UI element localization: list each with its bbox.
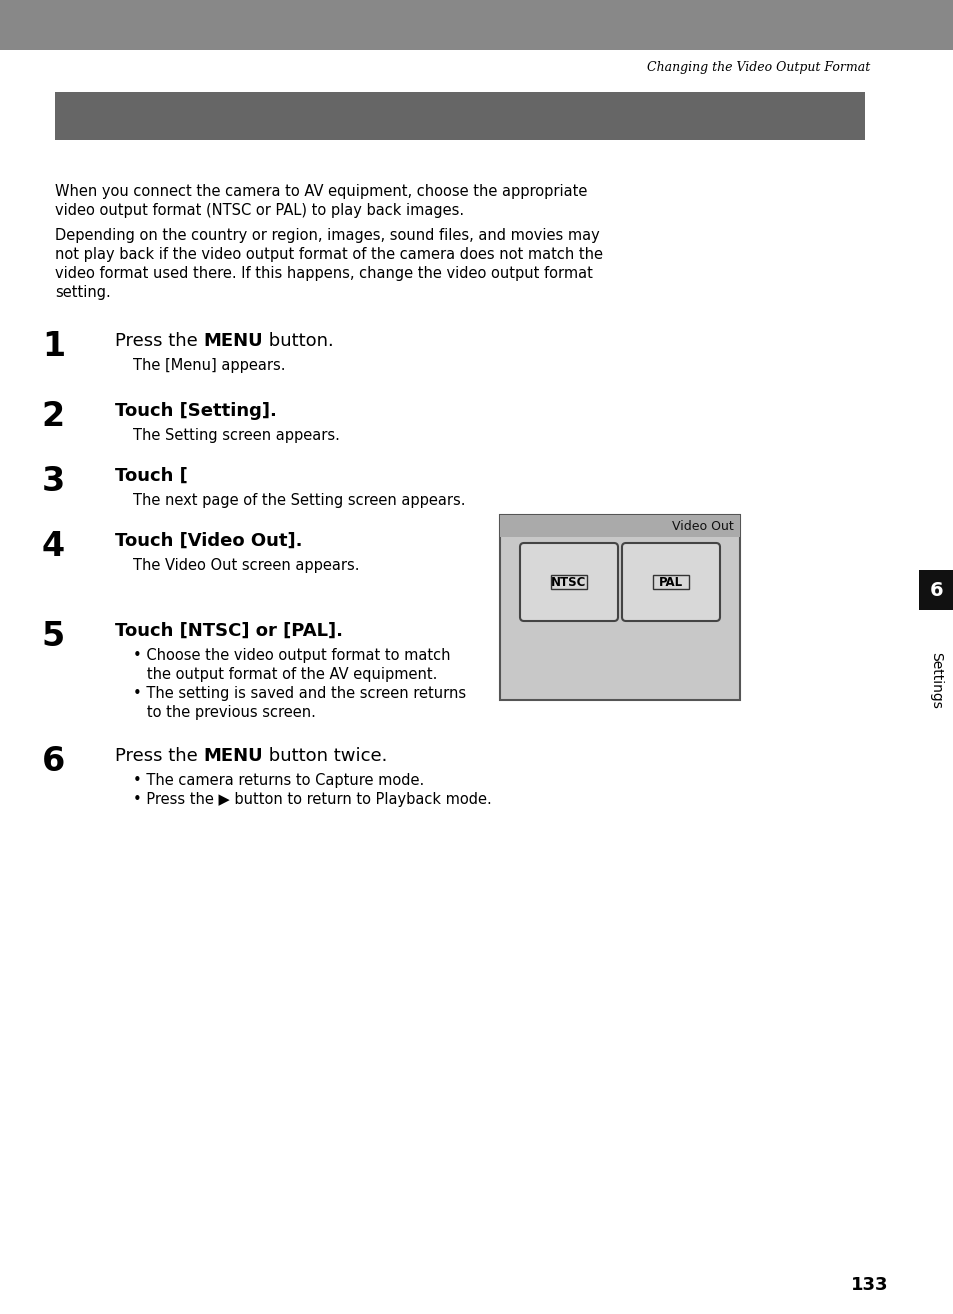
Text: Touch [NTSC] or [PAL].: Touch [NTSC] or [PAL]. — [115, 622, 343, 640]
Text: Changing the Video Output Format: Changing the Video Output Format — [646, 62, 869, 75]
Text: 3: 3 — [42, 465, 65, 498]
Text: • Choose the video output format to match: • Choose the video output format to matc… — [132, 648, 450, 664]
Text: 6: 6 — [42, 745, 65, 778]
Text: When you connect the camera to AV equipment, choose the appropriate: When you connect the camera to AV equipm… — [55, 184, 587, 198]
Text: button.: button. — [263, 332, 334, 350]
Text: setting.: setting. — [55, 285, 111, 300]
Text: NTSC: NTSC — [551, 576, 586, 589]
Text: MENU: MENU — [203, 332, 263, 350]
Text: Press the: Press the — [115, 746, 203, 765]
Bar — [499, 515, 740, 537]
Bar — [55, 92, 864, 141]
Text: 2: 2 — [42, 399, 65, 434]
Text: 5: 5 — [42, 620, 65, 653]
Text: Touch [Setting].: Touch [Setting]. — [115, 402, 276, 420]
Text: PAL: PAL — [659, 576, 682, 589]
FancyBboxPatch shape — [519, 543, 618, 622]
Text: video format used there. If this happens, change the video output format: video format used there. If this happens… — [55, 265, 592, 281]
Text: 133: 133 — [850, 1276, 888, 1294]
Text: button twice.: button twice. — [263, 746, 387, 765]
Text: video output format (NTSC or PAL) to play back images.: video output format (NTSC or PAL) to pla… — [55, 202, 464, 218]
Text: Touch [Video Out].: Touch [Video Out]. — [115, 532, 302, 551]
Bar — [551, 576, 586, 589]
Text: • The camera returns to Capture mode.: • The camera returns to Capture mode. — [132, 773, 424, 788]
Text: 6: 6 — [929, 581, 943, 599]
Text: to the previous screen.: to the previous screen. — [132, 706, 315, 720]
Text: The Setting screen appears.: The Setting screen appears. — [132, 428, 339, 443]
Text: MENU: MENU — [203, 746, 263, 765]
Bar — [499, 515, 740, 700]
Bar — [918, 570, 953, 610]
Text: 1: 1 — [42, 330, 65, 363]
Text: The [Menu] appears.: The [Menu] appears. — [132, 357, 285, 373]
Text: not play back if the video output format of the camera does not match the: not play back if the video output format… — [55, 247, 602, 261]
Text: Depending on the country or region, images, sound files, and movies may: Depending on the country or region, imag… — [55, 229, 599, 243]
Text: the output format of the AV equipment.: the output format of the AV equipment. — [132, 668, 436, 682]
Bar — [0, 0, 953, 50]
Text: The next page of the Setting screen appears.: The next page of the Setting screen appe… — [132, 493, 465, 509]
Text: Changing the Video Output Format: Changing the Video Output Format — [75, 154, 514, 173]
Text: The Video Out screen appears.: The Video Out screen appears. — [132, 558, 359, 573]
Text: Touch [: Touch [ — [115, 466, 188, 485]
Text: 4: 4 — [42, 530, 65, 562]
Bar — [652, 576, 688, 589]
Text: Press the: Press the — [115, 332, 203, 350]
Text: Settings: Settings — [928, 652, 943, 708]
Text: • The setting is saved and the screen returns: • The setting is saved and the screen re… — [132, 686, 466, 700]
Text: • Press the ▶ button to return to Playback mode.: • Press the ▶ button to return to Playba… — [132, 792, 491, 807]
Text: Video Out: Video Out — [672, 519, 733, 532]
FancyBboxPatch shape — [621, 543, 720, 622]
